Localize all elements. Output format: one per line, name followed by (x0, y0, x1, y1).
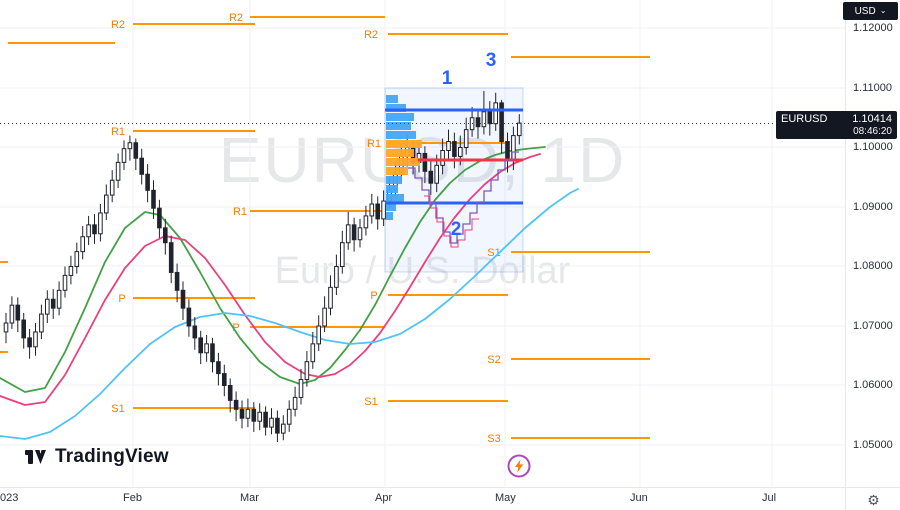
currency-toggle-button[interactable]: USD ⌄ (843, 2, 898, 20)
pivot-levels: R2 R1 P S1 R2 R1 P R2 R1 P S1 S1 S2 S3 (0, 12, 650, 445)
time-tick-label: Apr (375, 492, 393, 504)
wave-count-labels: 1 3 2 (442, 50, 497, 240)
pivot-label: R1 (367, 138, 381, 150)
idea-lightning-button[interactable] (506, 453, 532, 479)
pivot-label: R2 (111, 19, 125, 31)
price-tick-label: 1.06000 (853, 379, 893, 391)
price-tick-label: 1.11000 (853, 82, 892, 94)
time-tick-label: Jul (762, 492, 777, 504)
candles-series (3, 90, 522, 443)
time-tick-label: 023 (0, 492, 19, 504)
lightning-bolt-icon (515, 459, 524, 473)
pivot-label: S1 (487, 247, 500, 259)
price-tick-label: 1.08000 (853, 260, 893, 272)
pivot-label: S2 (487, 354, 500, 366)
currency-label: USD (854, 5, 876, 17)
time-tick-label: Feb (123, 492, 142, 504)
wave-label-1: 1 (442, 68, 453, 89)
pivot-label: S3 (487, 433, 500, 445)
zigzag-drawings (408, 151, 519, 248)
pivot-label: P (370, 290, 377, 302)
chart-grid (0, 0, 845, 487)
price-tick-label: 1.10000 (853, 141, 893, 153)
tradingview-logo-text: TradingView (55, 446, 169, 467)
time-tick-label: May (495, 492, 516, 504)
price-tick-label: 1.12000 (853, 22, 893, 34)
time-tick-label: Mar (240, 492, 259, 504)
wave-label-2: 2 (451, 219, 462, 240)
ma-slow-cyan (0, 188, 579, 440)
tradingview-logo[interactable]: TradingView (24, 445, 169, 469)
price-tick-label: 1.05000 (853, 439, 893, 451)
chevron-down-icon: ⌄ (879, 6, 887, 15)
pivot-label: R2 (229, 12, 243, 24)
time-axis[interactable]: 023 Feb Mar Apr May Jun Jul (0, 487, 845, 510)
tradingview-logo-icon (25, 450, 46, 464)
flag-symbol: EURUSD (781, 113, 828, 125)
pivot-label: S1 (111, 403, 124, 415)
pivot-label: R2 (364, 29, 378, 41)
ma-fast-green (0, 146, 546, 393)
time-tick-label: Jun (630, 492, 648, 504)
axis-corner: ⚙ (845, 487, 900, 510)
pivot-label: S1 (364, 396, 377, 408)
bar-close-countdown: 08:46:20 (853, 126, 892, 137)
pivot-label: P (118, 293, 125, 305)
settings-gear-icon[interactable]: ⚙ (867, 491, 880, 508)
flag-last-price: 1.10414 (852, 113, 892, 125)
price-axis[interactable]: 1.12000 1.11000 1.10000 1.09000 1.08000 1.070… (845, 0, 900, 487)
volume-profile (386, 95, 422, 220)
pivot-label: R1 (233, 206, 247, 218)
last-price-flag: EURUSD 1.10414 08:46:20 (776, 111, 897, 139)
price-tick-label: 1.09000 (853, 201, 893, 213)
pivot-label: R1 (111, 126, 125, 138)
wave-label-3: 3 (486, 50, 497, 71)
price-tick-label: 1.07000 (853, 320, 893, 332)
pivot-label: P (232, 322, 239, 334)
